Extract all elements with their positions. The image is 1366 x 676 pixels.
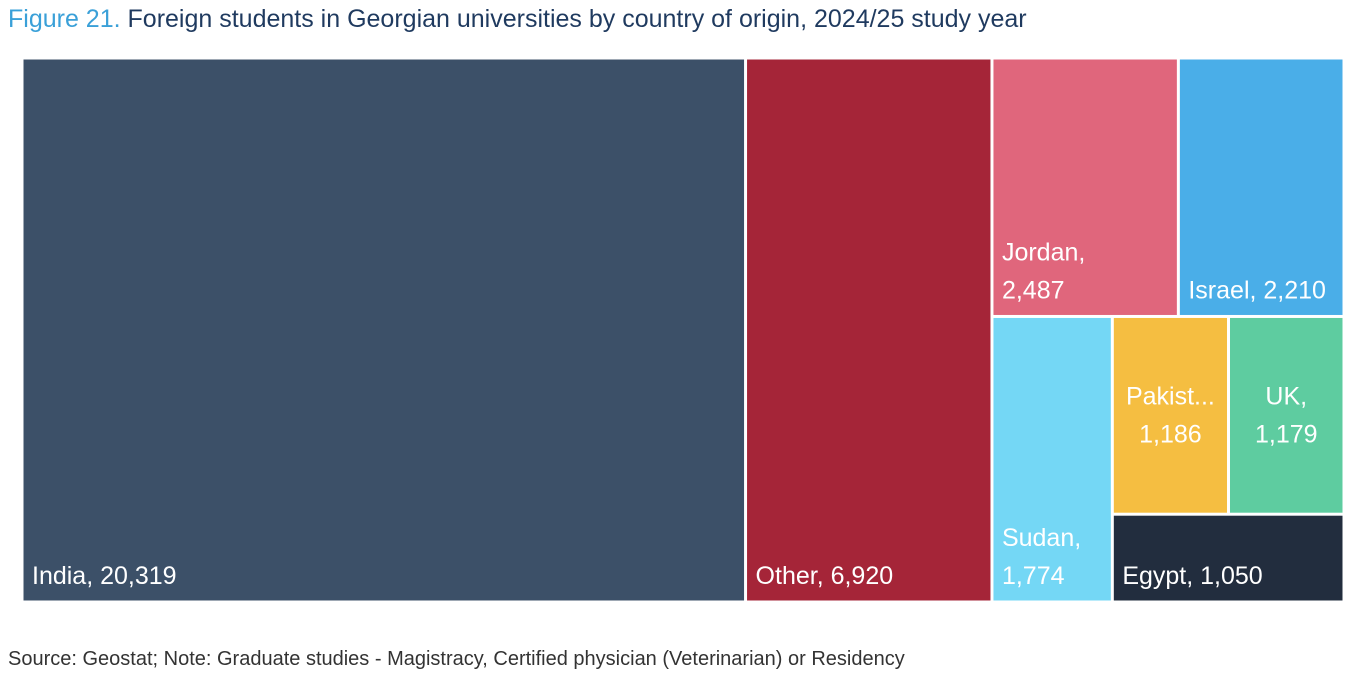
tile-label-egypt: Egypt, 1,050 <box>1122 562 1262 590</box>
tile-label-jordan: 2,487 <box>1002 276 1065 304</box>
tile-rect-other <box>747 59 991 601</box>
tile-rect-uk <box>1230 317 1343 513</box>
tile-israel: Israel, 2,210 <box>1179 59 1343 315</box>
tile-jordan: Jordan, 2,487 <box>993 59 1177 315</box>
tile-rect-jordan <box>993 59 1177 315</box>
tile-rect-pakistan <box>1113 317 1228 513</box>
tile-egypt: Egypt, 1,050 <box>1113 515 1343 601</box>
tile-uk: UK, 1,179 <box>1230 317 1343 513</box>
tile-label-india: India, 20,319 <box>32 562 177 590</box>
tile-label-pakistan: 1,186 <box>1139 421 1202 449</box>
figure-label: Figure 21. <box>8 5 121 33</box>
tile-pakistan: Pakist... 1,186 <box>1113 317 1228 513</box>
tile-rect-israel <box>1179 59 1343 315</box>
chart-title: Figure 21. Foreign students in Georgian … <box>8 4 1027 34</box>
treemap-chart: India, 20,319 Other, 6,920 Jordan, 2,487 Isr… <box>23 59 1343 601</box>
tile-sudan: Sudan, 1,774 <box>993 317 1111 601</box>
tile-label-jordan: Jordan, <box>1002 238 1085 266</box>
tile-label-israel: Israel, 2,210 <box>1188 276 1326 304</box>
tile-label-sudan: Sudan, <box>1002 524 1081 552</box>
tile-rect-sudan <box>993 317 1111 601</box>
tile-rect-india <box>23 59 745 601</box>
tile-label-sudan: 1,774 <box>1002 562 1065 590</box>
tile-label-uk: 1,179 <box>1255 421 1318 449</box>
tile-label-pakistan: Pakist... <box>1126 383 1215 411</box>
chart-title-text: Foreign students in Georgian universitie… <box>127 5 1027 33</box>
tile-label-other: Other, 6,920 <box>756 562 894 590</box>
source-note: Source: Geostat; Note: Graduate studies … <box>8 648 905 670</box>
tile-label-uk: UK, <box>1265 383 1307 411</box>
tile-india: India, 20,319 <box>23 59 745 601</box>
tile-other: Other, 6,920 <box>747 59 991 601</box>
tile-rect-egypt <box>1113 515 1343 601</box>
